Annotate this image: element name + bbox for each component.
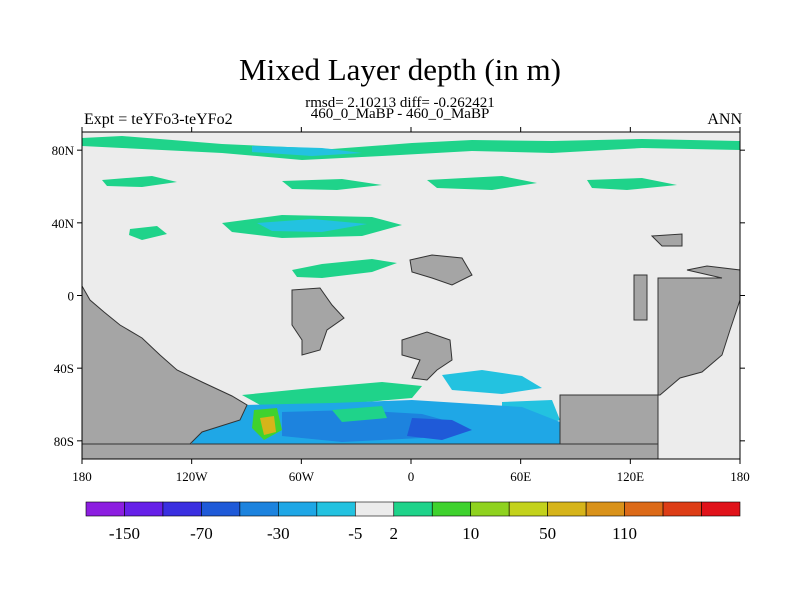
southern-ocean-darkblue xyxy=(407,418,472,440)
colorbar-swatch xyxy=(85,501,125,517)
antarctica-landmass xyxy=(81,443,659,460)
arctic-band-deep xyxy=(252,146,362,156)
weddell-yellow xyxy=(260,416,276,435)
north-atlantic-patch-2 xyxy=(427,176,537,190)
north-atlantic-patch xyxy=(282,179,382,190)
southern-ocean-blue-a xyxy=(442,370,542,394)
colorbar-label: 50 xyxy=(539,524,556,543)
colorbar-swatch xyxy=(316,501,356,517)
indian-subcontinent-landmass xyxy=(401,331,453,381)
colorbar-swatch xyxy=(585,501,625,517)
colorbar-swatch xyxy=(470,501,510,517)
east-asia-landmass xyxy=(650,233,683,247)
colorbar-label: 10 xyxy=(462,524,479,543)
midlat-north-small xyxy=(129,226,167,240)
plot-title: Mixed Layer depth (in m) xyxy=(239,52,561,87)
colorbar-swatch xyxy=(393,501,433,517)
x-tick-label: 60E xyxy=(510,469,531,484)
season-label: ANN xyxy=(707,111,742,128)
y-tick-label: 40S xyxy=(54,361,74,376)
arctic-band xyxy=(82,136,740,160)
colorbar-swatch xyxy=(508,501,548,517)
colorbar-label: 2 xyxy=(390,524,399,543)
colorbar-swatch xyxy=(662,501,702,517)
north-east-patch xyxy=(587,178,677,190)
x-tick-label: 180 xyxy=(730,469,750,484)
plot-subtitle: 460_0_MaBP - 460_0_MaBP xyxy=(310,106,490,122)
y-tick-label: 40N xyxy=(52,216,75,231)
colorbar-swatch xyxy=(547,501,587,517)
colorbar-swatch xyxy=(239,501,279,517)
tropical-band xyxy=(292,259,397,278)
x-tick-label: 120E xyxy=(617,469,645,484)
y-tick-label: 80N xyxy=(52,143,75,158)
colorbar-swatch xyxy=(201,501,241,517)
colorbar-label: -30 xyxy=(267,524,290,543)
axis-ticks: 180 120W 60W 0 60E 120E 180 80N 40N 0 40S 80S xyxy=(52,127,750,484)
colorbar: -150 -70 -30 -5 2 10 50 110 xyxy=(85,501,741,543)
southern-ocean-green xyxy=(242,382,422,406)
colorbar-label: -150 xyxy=(109,524,140,543)
colorbar-swatch xyxy=(278,501,318,517)
europe-landmass xyxy=(409,254,473,286)
colorbar-label: -70 xyxy=(190,524,213,543)
colorbar-swatch xyxy=(162,501,202,517)
x-tick-label: 180 xyxy=(72,469,92,484)
anomaly-fields xyxy=(82,136,740,444)
y-tick-label: 0 xyxy=(68,289,75,304)
colorbar-swatch xyxy=(354,501,395,517)
small-island-landmass xyxy=(633,274,648,321)
x-tick-label: 120W xyxy=(176,469,209,484)
colorbar-swatch xyxy=(624,501,664,517)
africa-landmass xyxy=(291,287,345,356)
colorbar-swatch xyxy=(701,501,741,517)
midlat-north-core xyxy=(257,219,367,232)
stats-line: rmsd= 2.10213 diff= -0.262421 xyxy=(305,95,495,111)
x-tick-label: 0 xyxy=(408,469,415,484)
colorbar-swatch xyxy=(124,501,164,517)
south-america-landmass xyxy=(81,284,248,445)
experiment-label: Expt = teYFo3-teYFo2 xyxy=(84,111,233,128)
y-tick-label: 80S xyxy=(54,434,74,449)
x-tick-label: 60W xyxy=(289,469,315,484)
colorbar-label: -5 xyxy=(348,524,362,543)
colorbar-label: 110 xyxy=(612,524,637,543)
north-pacific-patch xyxy=(102,176,177,187)
colorbar-swatch xyxy=(431,501,472,517)
ross-green xyxy=(332,406,387,422)
